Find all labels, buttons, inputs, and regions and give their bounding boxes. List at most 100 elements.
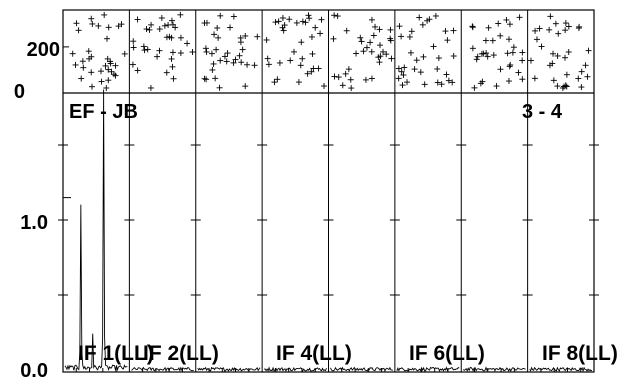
phase-point xyxy=(450,27,457,34)
phase-point xyxy=(251,62,258,69)
phase-point xyxy=(484,53,491,60)
phase-point xyxy=(239,46,246,53)
phase-point xyxy=(331,12,338,19)
phase-point xyxy=(443,71,450,78)
phase-point xyxy=(275,18,282,25)
phase-point xyxy=(483,50,490,57)
phase-point xyxy=(406,33,413,40)
phase-point xyxy=(216,84,223,91)
phase-point xyxy=(274,76,281,83)
phase-point xyxy=(298,39,305,46)
baseline-label: EF - JB xyxy=(69,101,138,123)
phase-point xyxy=(408,28,415,35)
upper-y-tick-label-200: 200 xyxy=(27,39,60,61)
phase-point xyxy=(276,59,283,66)
phase-point xyxy=(516,14,523,21)
phase-point xyxy=(554,83,561,90)
phase-point xyxy=(189,49,196,56)
correlator-label: 3 - 4 xyxy=(522,101,563,123)
phase-point xyxy=(88,83,95,90)
phase-point xyxy=(388,55,395,62)
phase-point xyxy=(347,76,354,83)
spectrum-line-if-5 xyxy=(330,366,394,372)
phase-point xyxy=(98,78,105,85)
phase-point xyxy=(242,83,249,90)
phase-point xyxy=(168,17,175,24)
phase-point xyxy=(105,24,112,31)
phase-point xyxy=(538,43,545,50)
phase-point xyxy=(395,65,402,72)
phase-point xyxy=(169,49,176,56)
if-label-6: IF 6(LL) xyxy=(409,342,485,365)
phase-point xyxy=(230,59,237,66)
phase-point xyxy=(509,49,516,56)
phase-point xyxy=(172,24,179,31)
phase-point xyxy=(527,57,534,64)
phase-point xyxy=(335,74,342,81)
phase-point xyxy=(201,75,208,82)
phase-point xyxy=(80,64,87,71)
if-label-4: IF 4(LL) xyxy=(276,342,352,365)
phase-point xyxy=(271,79,278,86)
phase-point xyxy=(559,84,566,91)
phase-point xyxy=(85,48,92,55)
phase-point xyxy=(519,49,526,56)
phase-point xyxy=(554,52,561,59)
phase-point xyxy=(360,48,367,55)
phase-point xyxy=(140,43,147,50)
phase-point xyxy=(482,37,489,44)
phase-point xyxy=(377,42,384,49)
phase-point xyxy=(562,20,569,27)
phase-point xyxy=(469,45,476,52)
phase-point xyxy=(305,12,312,19)
phase-point xyxy=(112,72,119,79)
phase-point xyxy=(280,27,287,34)
phase-point xyxy=(505,78,512,85)
phase-point xyxy=(445,77,452,84)
phase-point xyxy=(339,82,346,89)
phase-point xyxy=(165,21,172,28)
phase-scatter-points xyxy=(69,11,592,92)
phase-point xyxy=(318,16,325,23)
phase-point xyxy=(582,62,589,69)
phase-point xyxy=(281,22,288,29)
phase-point xyxy=(546,26,553,33)
phase-point xyxy=(416,14,423,21)
phase-point xyxy=(211,31,218,38)
phase-point xyxy=(399,82,406,89)
phase-point xyxy=(121,50,128,57)
phase-point xyxy=(88,69,95,76)
phase-point xyxy=(578,84,585,91)
phase-point xyxy=(404,79,411,86)
phase-point xyxy=(312,24,319,31)
phase-point xyxy=(112,62,119,69)
phase-point xyxy=(489,37,496,44)
phase-point xyxy=(237,39,244,46)
phase-point xyxy=(442,28,449,35)
phase-point xyxy=(170,75,177,82)
phase-point xyxy=(156,26,163,33)
phase-point xyxy=(254,33,261,40)
phase-point xyxy=(367,39,374,46)
phase-point xyxy=(95,22,102,29)
spectrum-line-if-1 xyxy=(64,89,128,372)
phase-point xyxy=(321,83,328,90)
phase-point xyxy=(471,84,478,91)
phase-point xyxy=(376,26,383,33)
phase-point xyxy=(108,68,115,75)
spectrum-line-if-4 xyxy=(264,366,327,372)
phase-point xyxy=(89,20,96,27)
phase-point xyxy=(421,81,428,88)
phase-point xyxy=(73,20,80,27)
phase-point xyxy=(263,36,270,43)
phase-point xyxy=(210,60,217,67)
phase-point xyxy=(519,57,526,64)
phase-point xyxy=(156,47,163,54)
phase-point xyxy=(317,30,324,37)
phase-point xyxy=(232,56,239,63)
phase-point xyxy=(306,15,313,22)
phase-point xyxy=(265,61,272,68)
phase-point xyxy=(426,16,433,23)
phase-point xyxy=(103,84,110,91)
phase-point xyxy=(449,79,456,86)
